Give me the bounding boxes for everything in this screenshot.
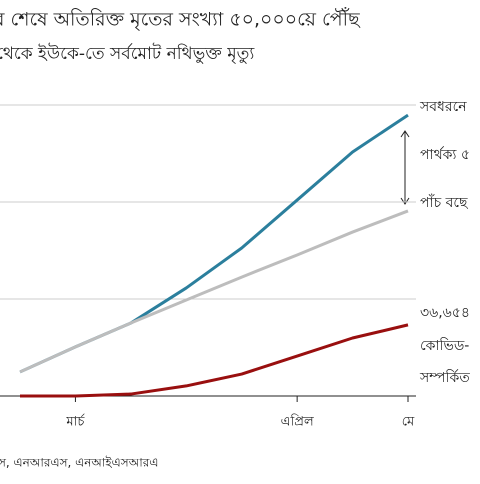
x-tick-label: এপ্রিল <box>281 414 314 430</box>
series-line <box>20 323 409 398</box>
series-line <box>19 209 409 374</box>
x-tick-label: মার্চ <box>65 414 85 430</box>
series-label: পাঁচ বছে <box>420 194 469 211</box>
series-label: কোভিড- <box>420 337 469 354</box>
annotation: পার্থক্য ৫ <box>420 146 470 163</box>
chart-title: র শেষে অতিরিক্ত মৃতের সংখ্যা ৫০,০০০য়ে প… <box>0 8 361 31</box>
annotation: সম্পর্কিত <box>419 369 470 386</box>
source: স, এনআরএস, এনআইএসআরএ <box>0 456 158 470</box>
series-label: সবধরনে <box>419 99 467 115</box>
chart-subtitle: থেকে ইউকে-তে সর্বমোট নথিভুক্ত মৃত্যু <box>0 43 255 64</box>
difference-arrow <box>400 130 410 205</box>
value-label: ৩৬,৬৫৪ <box>420 305 470 321</box>
x-tick-label: মে <box>402 415 415 430</box>
series-line <box>19 113 409 374</box>
